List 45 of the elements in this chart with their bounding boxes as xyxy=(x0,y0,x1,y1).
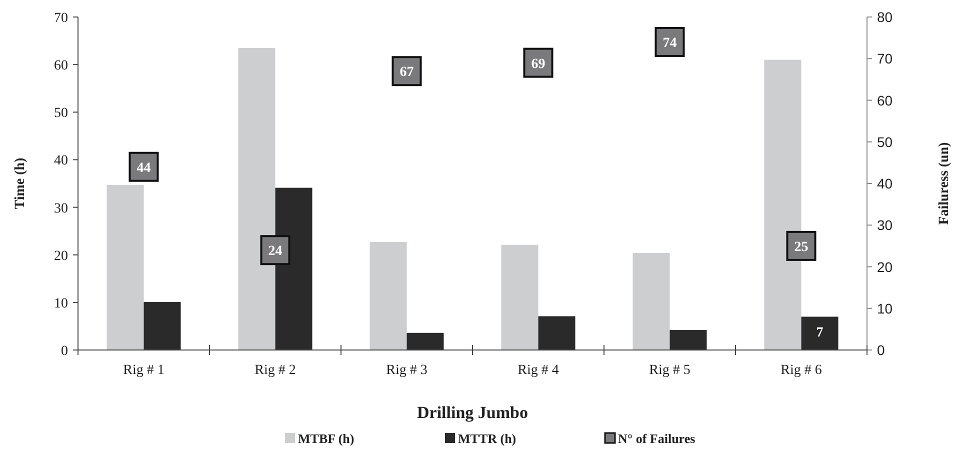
y2-tick-label: 70 xyxy=(877,50,893,67)
x-tick-label: Rig # 6 xyxy=(780,363,822,378)
data-label: 25 xyxy=(794,240,808,255)
y2-tick-label: 30 xyxy=(877,217,893,234)
legend-label: N° of Failures xyxy=(618,431,696,446)
bar xyxy=(670,330,707,350)
x-tick-label: Rig # 2 xyxy=(254,363,296,378)
x-tick-label: Rig # 3 xyxy=(386,363,428,378)
y2-tick-label: 20 xyxy=(877,258,893,275)
y-tick-label: 70 xyxy=(54,11,68,26)
bar xyxy=(370,242,407,350)
legend-label: MTTR (h) xyxy=(458,431,516,446)
data-label: 74 xyxy=(662,36,677,51)
y2-tick-label: 80 xyxy=(877,9,893,25)
y2-tick-label: 40 xyxy=(877,176,893,192)
y2-tick-label: 60 xyxy=(877,92,893,108)
bar xyxy=(632,252,670,350)
data-label: 24 xyxy=(268,244,282,260)
x-tick-label: Rig # 5 xyxy=(649,363,690,378)
x-tick-label: Rig # 4 xyxy=(518,363,559,378)
bar xyxy=(406,332,444,350)
x-axis-title: Drilling Jumbo xyxy=(417,403,528,422)
data-label: 67 xyxy=(400,65,414,80)
y-tick-label: 20 xyxy=(54,248,68,264)
bar xyxy=(144,302,181,350)
y2-tick-label: 0 xyxy=(877,342,885,358)
y-tick-label: 50 xyxy=(54,106,68,122)
x-tick-label: Rig # 1 xyxy=(123,363,164,378)
y-tick-label: 40 xyxy=(54,154,68,169)
data-label: 44 xyxy=(136,160,151,176)
bar xyxy=(801,316,838,350)
data-label: 7 xyxy=(816,326,824,341)
y-axis-title: Time (h) xyxy=(13,157,28,210)
y-tick-label: 10 xyxy=(54,296,68,312)
bar xyxy=(538,316,576,350)
y-tick-label: 0 xyxy=(61,344,68,359)
y2-tick-label: 10 xyxy=(877,300,893,316)
bar xyxy=(501,244,538,350)
bar xyxy=(106,184,144,350)
legend-label: MTBF (h) xyxy=(298,431,354,446)
y-tick-label: 30 xyxy=(54,201,68,216)
data-label: 69 xyxy=(531,56,546,72)
y2-axis-title: Failuress (un) xyxy=(937,142,952,225)
y-tick-label: 60 xyxy=(54,58,68,74)
y2-tick-label: 50 xyxy=(877,134,893,150)
